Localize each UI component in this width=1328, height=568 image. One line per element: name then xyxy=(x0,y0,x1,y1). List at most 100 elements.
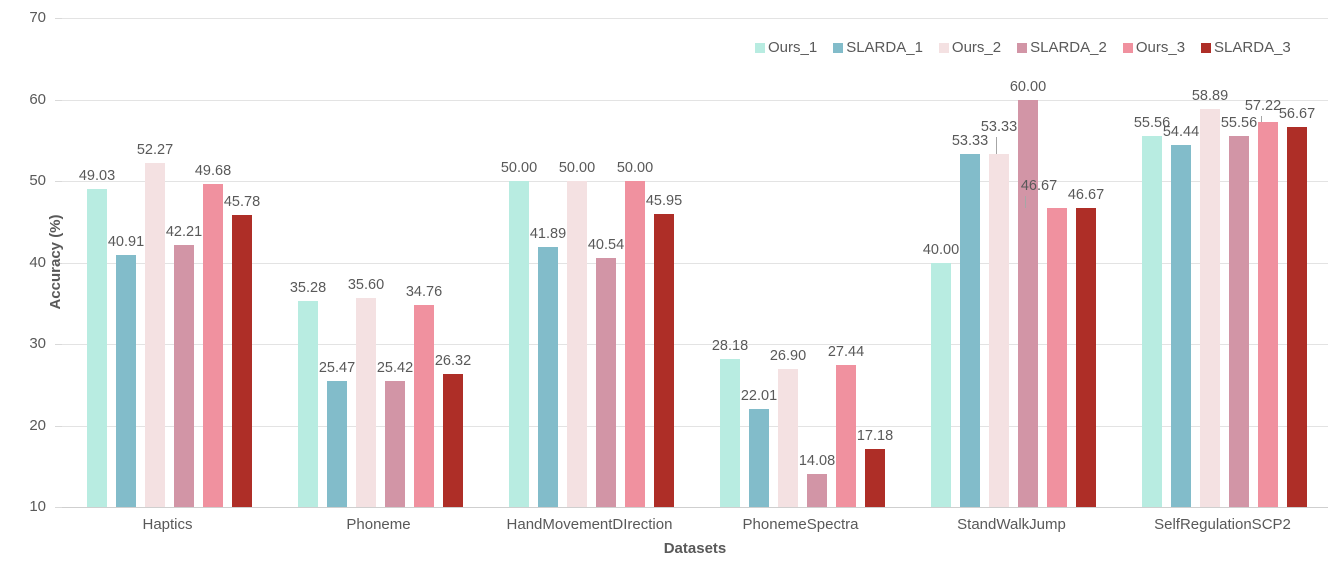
gridline xyxy=(62,425,1328,427)
bar-ours_3-phonemespectra xyxy=(836,364,856,507)
bar-value-label: 54.44 xyxy=(1162,123,1200,140)
bar-value-label: 50.00 xyxy=(500,160,538,176)
bar-slarda_3-phonemespectra xyxy=(865,448,885,507)
bar-value-label: 26.32 xyxy=(434,353,472,369)
legend-label: SLARDA_2 xyxy=(1030,39,1107,56)
bar-value-label: 14.08 xyxy=(798,452,836,469)
legend-swatch-icon xyxy=(1122,43,1133,53)
bar-slarda_3-haptics xyxy=(232,215,252,507)
bar-slarda_1-phonemespectra xyxy=(749,409,769,507)
bar-value-label: 45.95 xyxy=(645,193,683,209)
legend-item-ours_1: Ours_1 xyxy=(755,40,817,56)
x-category-label-phonemespectra: PhonemeSpectra xyxy=(742,516,859,533)
bar-ours_3-haptics xyxy=(203,183,223,507)
bar-value-label: 22.01 xyxy=(740,388,778,405)
bar-slarda_2-phonemespectra xyxy=(807,473,827,507)
bar-ours_2-phoneme xyxy=(356,298,376,507)
bar-value-label: 35.28 xyxy=(289,280,327,296)
bar-ours_1-standwalkjump xyxy=(931,262,951,507)
y-tick-label: 20 xyxy=(29,416,46,434)
gridline xyxy=(62,344,1328,345)
x-category-label-standwalkjump: StandWalkJump xyxy=(957,516,1066,533)
y-tick-mark xyxy=(55,425,62,427)
bar-value-label: 60.00 xyxy=(1009,78,1047,95)
bar-slarda_2-handmovementdirection xyxy=(596,258,616,507)
legend-label: Ours_1 xyxy=(768,39,818,56)
legend-label: Ours_3 xyxy=(1135,39,1186,56)
bar-value-label: 26.90 xyxy=(769,348,807,365)
y-tick-label: 10 xyxy=(29,498,46,515)
gridline xyxy=(62,18,1328,19)
bar-value-label: 34.76 xyxy=(405,284,443,301)
bar-slarda_1-handmovementdirection xyxy=(538,247,558,507)
legend-swatch-icon xyxy=(1017,43,1028,53)
bar-value-label: 52.27 xyxy=(136,141,174,158)
bar-value-label: 53.33 xyxy=(980,118,1018,135)
bar-value-label: 55.56 xyxy=(1133,114,1171,131)
legend-label: SLARDA_1 xyxy=(846,39,923,56)
bar-value-label: 49.68 xyxy=(194,162,232,179)
bar-slarda_1-selfregulationscp2 xyxy=(1171,144,1191,507)
chart-legend: Ours_1 SLARDA_1 Ours_2 SLARDA_2 Ours_3 SLARDA… xyxy=(755,40,1291,56)
y-tick-label: 40 xyxy=(29,253,46,271)
bar-ours_2-standwalkjump xyxy=(989,153,1009,507)
bar-ours_2-haptics xyxy=(145,162,165,507)
y-tick-mark xyxy=(55,507,62,508)
bar-ours_1-selfregulationscp2 xyxy=(1142,135,1162,507)
bar-value-label: 35.60 xyxy=(347,277,385,294)
label-leader-line xyxy=(1261,116,1262,123)
bar-value-label: 40.91 xyxy=(107,234,145,251)
bar-slarda_3-handmovementdirection xyxy=(654,214,674,507)
x-category-label-handmovementdirection: HandMovementDIrection xyxy=(506,516,673,533)
label-leader-line xyxy=(996,136,997,154)
bar-ours_1-handmovementdirection xyxy=(509,181,529,507)
gridline xyxy=(62,181,1328,182)
bar-value-label: 56.67 xyxy=(1278,105,1316,122)
legend-item-ours_2: Ours_2 xyxy=(938,39,1002,56)
bar-ours_2-selfregulationscp2 xyxy=(1200,108,1220,507)
bar-slarda_2-standwalkjump xyxy=(1018,99,1038,507)
bar-slarda_3-phoneme xyxy=(443,374,463,507)
x-axis-title: Datasets xyxy=(663,540,727,557)
bar-slarda_1-standwalkjump xyxy=(960,153,980,507)
bar-value-label: 58.89 xyxy=(1191,87,1229,104)
bar-value-label: 50.00 xyxy=(616,160,654,176)
bar-value-label: 25.42 xyxy=(376,360,414,377)
gridline xyxy=(62,99,1328,101)
y-tick-label: 50 xyxy=(29,172,46,189)
gridline xyxy=(62,262,1328,264)
y-tick-mark xyxy=(55,181,62,182)
y-axis-title: Accuracy (%) xyxy=(47,214,65,310)
legend-label: Ours_2 xyxy=(951,39,1002,56)
bar-value-label: 53.33 xyxy=(951,132,989,149)
bar-slarda_2-selfregulationscp2 xyxy=(1229,135,1249,507)
bar-value-label: 28.18 xyxy=(711,337,749,354)
bar-value-label: 49.03 xyxy=(78,167,116,184)
legend-swatch-icon xyxy=(938,43,949,53)
bar-ours_3-standwalkjump xyxy=(1047,208,1067,507)
bar-value-label: 17.18 xyxy=(856,427,894,444)
bar-slarda_1-haptics xyxy=(116,255,136,507)
y-tick-mark xyxy=(55,18,62,19)
y-tick-mark xyxy=(55,99,62,101)
y-tick-label: 60 xyxy=(29,90,46,108)
x-category-label-haptics: Haptics xyxy=(142,516,193,533)
bar-slarda_2-haptics xyxy=(174,244,194,507)
bar-ours_2-phonemespectra xyxy=(778,369,798,507)
bar-ours_3-selfregulationscp2 xyxy=(1258,122,1278,507)
legend-swatch-icon xyxy=(1201,43,1212,53)
y-tick-mark xyxy=(55,262,62,264)
bar-value-label: 42.21 xyxy=(165,223,203,240)
bar-value-label: 55.56 xyxy=(1220,114,1258,131)
y-tick-label: 30 xyxy=(29,335,46,352)
bar-value-label: 40.54 xyxy=(587,237,625,254)
y-tick-mark xyxy=(55,344,62,345)
bar-value-label: 46.67 xyxy=(1020,178,1058,195)
bar-ours_1-haptics xyxy=(87,188,107,507)
legend-item-ours_3: Ours_3 xyxy=(1122,39,1186,56)
bar-slarda_3-standwalkjump xyxy=(1076,208,1096,507)
legend-item-slarda_3: SLARDA_3 xyxy=(1201,40,1291,56)
legend-label: SLARDA_3 xyxy=(1214,39,1291,56)
bar-value-label: 25.47 xyxy=(318,359,356,376)
